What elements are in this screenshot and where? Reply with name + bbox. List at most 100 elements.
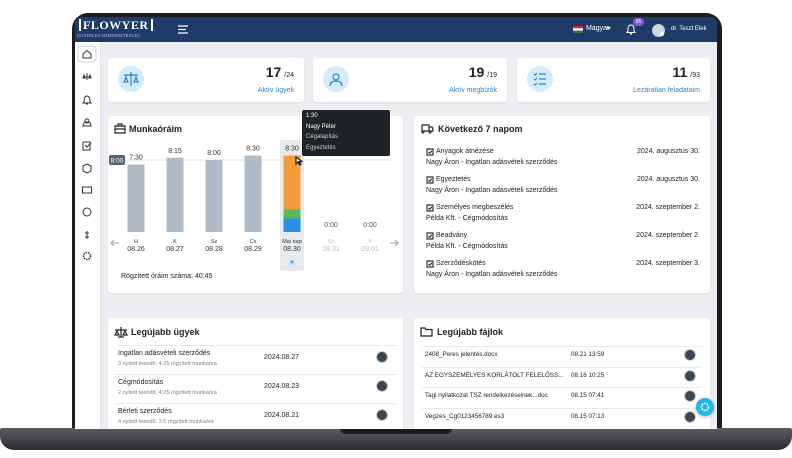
nav-home[interactable] (82, 49, 92, 59)
nav-tasks[interactable] (82, 141, 92, 151)
event-date: 2024. szeptember 2. (636, 204, 700, 211)
scale-icon (114, 327, 128, 338)
event-subtitle: Nagy Áron - Ingatlan adásvételi szerződé… (426, 271, 558, 278)
case-date: 2024.08.21 (264, 412, 300, 419)
case-title[interactable]: Bérleti szerződés (118, 408, 172, 415)
file-avatar (684, 349, 696, 361)
date-label: 08.31 (322, 246, 340, 253)
stat-icon-circle (323, 66, 349, 92)
bell-icon[interactable] (626, 24, 636, 35)
sidebar (75, 42, 101, 429)
event-date: 2024. szeptember 2. (636, 232, 700, 239)
truck-icon (421, 124, 434, 134)
row-separator (422, 346, 702, 347)
nav-billing[interactable] (82, 186, 92, 194)
file-name[interactable]: 2408_Peres jelentés.docx (425, 351, 498, 358)
event-date: 2024. szeptember 3. (636, 260, 700, 267)
user-name[interactable]: dr. Teszt Elek (671, 26, 707, 32)
menu-button[interactable] (178, 25, 188, 34)
target-label: 8:00 (111, 158, 124, 165)
row-separator (422, 407, 702, 409)
stat-number: 19/19 (469, 64, 497, 82)
card-title: Legújabb ügyek (131, 327, 200, 337)
target-label-bg (109, 155, 125, 165)
language-selector[interactable]: Magyar (586, 25, 610, 32)
stat-total: /19 (487, 72, 497, 79)
stat-icon (329, 73, 343, 87)
day-label: V (368, 239, 372, 245)
event-title[interactable]: Szerződéskötés (436, 260, 486, 267)
tooltip-case: Cégalapítás (306, 134, 339, 140)
case-meta: 2 nyitott teendő, 4:25 rögzített munkaór… (118, 390, 217, 396)
content: 17/24 Aktív ügyek 19/19 Aktív megbízók 11/93… (75, 17, 717, 429)
row-separator (116, 403, 396, 404)
logo[interactable]: FLOWYER (79, 19, 153, 31)
file-name[interactable]: Vegzes_Cg0123456789.es3 (425, 412, 505, 420)
event-date: 2024. augusztus 30. (636, 148, 700, 155)
date-label: 08.27 (166, 246, 184, 253)
checkbox-icon-shape (426, 148, 434, 156)
prev-arrow[interactable] (110, 239, 119, 247)
bar-value-label: 8:30 (285, 146, 299, 153)
nav-tools[interactable] (85, 231, 89, 239)
nav-packages[interactable] (82, 163, 92, 174)
next-arrow[interactable] (390, 239, 399, 247)
file-date: 08.16 10:25 (571, 371, 605, 379)
stat-icon (123, 72, 139, 86)
bar-value-label: 7:30 (129, 155, 143, 162)
bar (244, 155, 262, 232)
event-title[interactable]: Személyes megbeszélés (436, 204, 514, 211)
stat-label[interactable]: Lezáratlan feladataim (633, 87, 700, 94)
case-title[interactable]: Ingatlan adásvételi szerződés (118, 350, 211, 357)
row-separator (116, 345, 396, 346)
stat-label[interactable]: Aktív megbízók (449, 87, 497, 94)
nav-cases[interactable] (82, 73, 92, 80)
settings-fab[interactable] (696, 398, 714, 416)
checkbox-icon (426, 176, 434, 184)
screen: FLOWYER ÜGYFELES ADMINISZTRÁCIÓ Magyar 6… (75, 17, 717, 429)
checkbox-icon (426, 260, 434, 268)
tooltip: 1:30 Nagy Péter Cégalapítás Egyeztetés (302, 110, 390, 156)
file-name[interactable]: Tagi nyilatkozat TSZ rendelkezéseinek...… (425, 392, 548, 399)
status-dot (660, 32, 664, 36)
folder-icon (420, 327, 433, 337)
card-title: Legújabb fájlok (437, 327, 504, 337)
top-bar: FLOWYER ÜGYFELES ADMINISZTRÁCIÓ Magyar 6… (75, 17, 717, 42)
nav-notifications[interactable] (81, 95, 93, 105)
latest-files-card: Legújabb fájlok 2408_Peres jelentés.docx 0… (414, 318, 710, 429)
nav-clients[interactable] (82, 118, 92, 127)
case-title[interactable]: Cégmódosítás (118, 379, 164, 386)
stat-icon-shape (329, 73, 343, 87)
truck-icon-shape (421, 124, 434, 134)
event-date: 2024. augusztus 30. (636, 176, 700, 183)
flag-icon (573, 26, 583, 33)
stat-card: 19/19 Aktív megbízók (313, 58, 507, 102)
add-entry-plus (290, 260, 294, 264)
bar (166, 157, 184, 232)
recorded-total: Rögzített óráim száma: 40:45 (121, 273, 213, 280)
checkbox-icon-shape (426, 176, 434, 184)
event-title[interactable]: Anyagok átnézése (436, 148, 494, 155)
event-subtitle: Példa Kft. - Cégmódosítás (426, 243, 508, 250)
stat-number: 17/24 (266, 64, 294, 82)
date-label: 09.01 (361, 246, 379, 253)
case-date: 2024.08.23 (264, 383, 300, 390)
stat-label[interactable]: Aktív ügyek (257, 87, 294, 94)
bar-value-label: 8:30 (246, 146, 260, 153)
bar-value-label: 0:00 (324, 222, 338, 229)
nav-time[interactable] (82, 207, 92, 217)
event-title[interactable]: Egyeztetés (436, 176, 471, 183)
case-avatar (376, 351, 388, 363)
date-label: 08.26 (127, 246, 145, 253)
event-title[interactable]: Beadvány (436, 232, 468, 239)
card-title: Következő 7 napom (438, 124, 523, 134)
day-label: K (173, 239, 177, 245)
logo-subtitle: ÜGYFELES ADMINISZTRÁCIÓ (77, 33, 140, 38)
dropdown-caret (606, 27, 611, 30)
file-name[interactable]: AZ EGYSZEMÉLYES KORLÁTOLT FELELŐSS... (425, 371, 564, 379)
stat-value: 17 (265, 64, 282, 80)
nav-settings[interactable] (82, 251, 92, 261)
row-separator (116, 374, 396, 375)
case-avatar (376, 380, 388, 392)
work-hours-chart: 8:00 7:30H08.268:15K08.278:00Sz08.288:30C… (109, 140, 399, 271)
